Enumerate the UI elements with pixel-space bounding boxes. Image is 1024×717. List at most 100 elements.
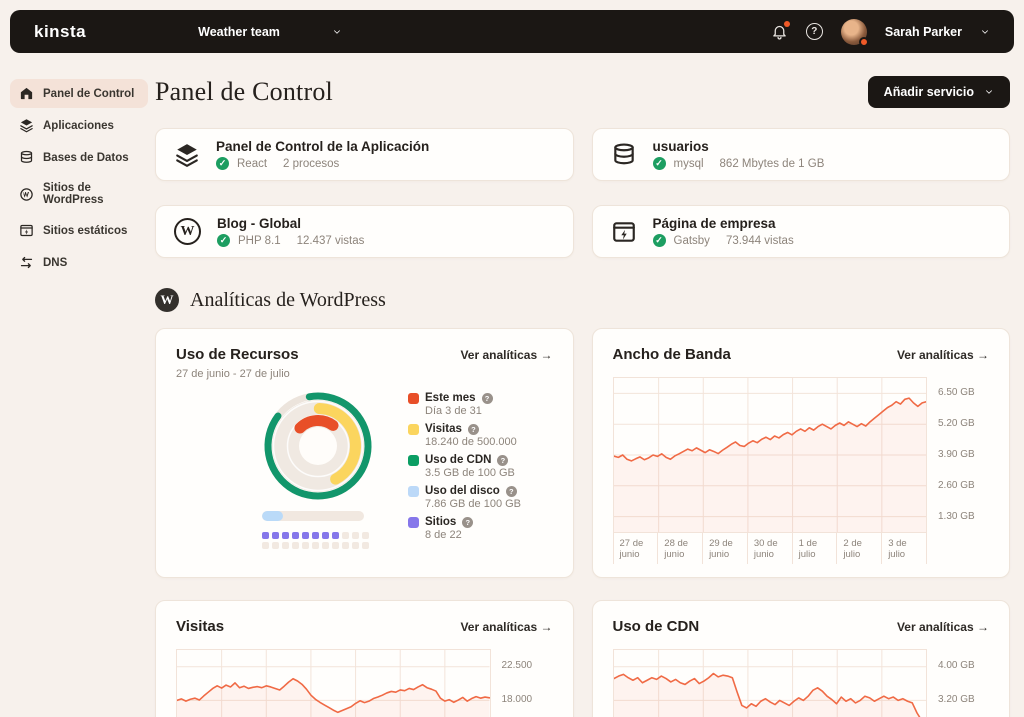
card-title: Ancho de Banda: [612, 346, 731, 363]
y-tick: 4.00 GB: [938, 660, 975, 671]
view-analytics-link[interactable]: Ver analíticas →: [897, 348, 989, 362]
layers-icon: [176, 143, 198, 167]
legend-detail: Día 3 de 31: [425, 405, 482, 417]
legend-item-uso-del-disco: Uso del disco ? 7.86 GB de 100 GB: [408, 485, 553, 510]
legend-label: Uso del disco: [425, 485, 500, 497]
section-title: Analíticas de WordPress: [190, 288, 386, 311]
chevron-down-icon[interactable]: [980, 27, 990, 37]
resources-card: Uso de Recursos Ver analíticas → 27 de j…: [155, 328, 574, 578]
help-icon[interactable]: ?: [497, 454, 509, 466]
legend-swatch: [408, 516, 419, 528]
service-status: mysql: [673, 157, 704, 170]
avatar[interactable]: [840, 18, 869, 47]
site-dot: [332, 542, 339, 549]
sidebar-item-panel-de-control[interactable]: Panel de Control: [10, 79, 148, 108]
site-dot: [342, 542, 349, 549]
legend-item-este-mes: Este mes ? Día 3 de 31: [408, 392, 553, 417]
site-dot: [352, 532, 359, 539]
visits-y-axis: 22.500 18.000: [491, 649, 553, 717]
site-dot: [302, 532, 309, 539]
bandwidth-card: Ancho de Banda Ver analíticas → 27 de ju…: [591, 328, 1010, 578]
chevron-down-icon: [333, 29, 340, 34]
view-analytics-link[interactable]: Ver analíticas →: [460, 620, 552, 634]
add-service-label: Añadir servicio: [883, 85, 974, 99]
cdn-card: Uso de CDN Ver analíticas → 4.00 GB 3.20…: [591, 600, 1010, 717]
card-title: Uso de CDN: [612, 618, 700, 635]
service-card-pagina-de-empresa[interactable]: Página de empresa ✓ Gatsby 73.944 vistas: [591, 205, 1010, 258]
date-range: 27 de junio - 27 de julio: [176, 368, 290, 380]
service-name: Página de empresa: [652, 216, 776, 231]
team-name: Weather team: [198, 24, 280, 39]
wordpress-icon: W: [155, 288, 179, 312]
legend-label: Este mes: [425, 392, 476, 404]
arrow-right-icon: →: [977, 619, 989, 634]
service-detail: 862 Mbytes de 1 GB: [719, 157, 825, 170]
help-button[interactable]: ?: [805, 23, 823, 40]
user-name: Sarah Parker: [884, 24, 962, 39]
chevron-down-icon: [986, 90, 992, 94]
service-card-app-dashboard[interactable]: Panel de Control de la Aplicación ✓ Reac…: [155, 128, 574, 181]
service-detail: 2 procesos: [283, 157, 340, 170]
site-dot: [362, 542, 369, 549]
notification-badge: [783, 21, 790, 27]
sidebar-item-label: DNS: [43, 256, 68, 269]
service-card-usuarios[interactable]: usuarios ✓ mysql 862 Mbytes de 1 GB: [591, 128, 1010, 181]
layers-icon: [20, 119, 33, 133]
site-dot: [282, 542, 289, 549]
site-dot: [312, 532, 319, 539]
site-dot: [312, 542, 319, 549]
legend-label: Sitios: [425, 516, 457, 528]
notifications-button[interactable]: [771, 21, 790, 40]
sidebar-item-label: Bases de Datos: [43, 151, 129, 164]
help-icon[interactable]: ?: [462, 516, 474, 528]
status-check-icon: ✓: [217, 234, 230, 247]
sidebar-item-aplicaciones[interactable]: Aplicaciones: [10, 111, 148, 140]
sidebar-item-sitios-de-wordpress[interactable]: Sitios de WordPress: [10, 175, 148, 213]
team-selector[interactable]: Weather team: [198, 25, 342, 39]
legend-item-uso-de-cdn: Uso de CDN ? 3.5 GB de 100 GB: [408, 454, 553, 479]
site-dot: [322, 532, 329, 539]
sidebar-item-bases-de-datos[interactable]: Bases de Datos: [10, 143, 148, 172]
y-tick: 22.500: [501, 660, 533, 671]
legend-swatch: [408, 485, 419, 497]
disk-usage-bar: [262, 511, 364, 521]
top-bar: kinsta Weather team ? Sarah Parker: [10, 10, 1014, 53]
sidebar-item-label: Panel de Control: [43, 87, 135, 100]
sidebar-item-label: Sitios de WordPress: [43, 182, 104, 206]
sidebar-item-sitios-estaticos[interactable]: Sitios estáticos: [10, 216, 148, 245]
view-analytics-link[interactable]: Ver analíticas →: [460, 348, 552, 362]
static-site-icon: [612, 221, 635, 242]
help-icon[interactable]: ?: [481, 392, 493, 404]
view-analytics-link[interactable]: Ver analíticas →: [897, 620, 989, 634]
card-title: Uso de Recursos: [176, 346, 299, 363]
sidebar-item-label: Aplicaciones: [43, 119, 114, 132]
status-check-icon: ✓: [216, 157, 229, 170]
kinsta-logo: kinsta: [34, 21, 87, 41]
site-dot: [282, 532, 289, 539]
site-dot: [272, 532, 279, 539]
sidebar-item-dns[interactable]: DNS: [10, 248, 148, 277]
disk-usage-bar-fill: [262, 511, 284, 521]
x-tick: 28 de junio: [658, 533, 704, 564]
main-content: Panel de Control Añadir servicio Panel d…: [155, 72, 1010, 717]
link-label: Ver analíticas: [896, 619, 974, 634]
cdn-chart: [612, 649, 927, 717]
y-tick: 18.000: [501, 694, 533, 705]
service-name: Panel de Control de la Aplicación: [216, 139, 430, 154]
x-tick: 27 de junio: [614, 533, 659, 564]
help-icon[interactable]: ?: [467, 423, 479, 435]
legend-detail: 18.240 de 500.000: [425, 436, 517, 448]
legend-label: Visitas: [425, 423, 462, 435]
service-status: Gatsby: [673, 234, 710, 247]
help-icon[interactable]: ?: [505, 485, 517, 497]
legend-detail: 3.5 GB de 100 GB: [425, 467, 515, 479]
legend-swatch: [408, 454, 419, 466]
status-check-icon: ✓: [652, 234, 666, 247]
site-dot: [272, 542, 279, 549]
add-service-button[interactable]: Añadir servicio: [867, 76, 1010, 108]
site-dot: [322, 542, 329, 549]
link-label: Ver analíticas: [896, 347, 974, 362]
service-card-blog-global[interactable]: W Blog - Global ✓ PHP 8.1 12.437 vistas: [155, 205, 574, 258]
legend-detail: 7.86 GB de 100 GB: [425, 498, 522, 510]
site-dot: [332, 532, 339, 539]
